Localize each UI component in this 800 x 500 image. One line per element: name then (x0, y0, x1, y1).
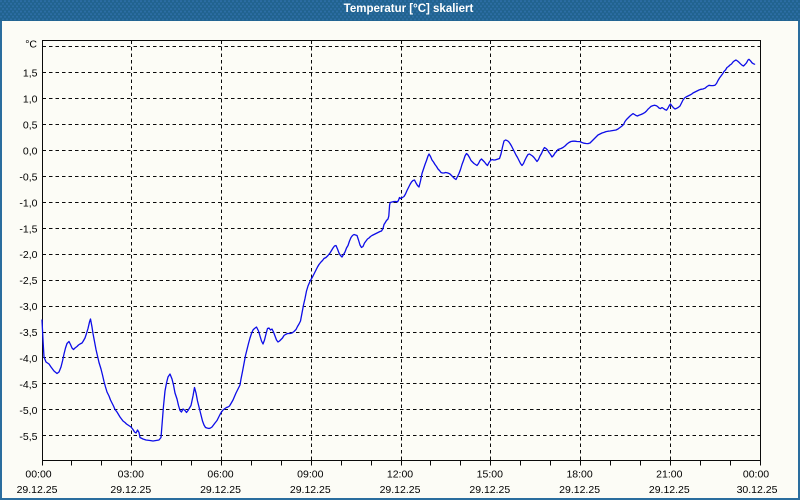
svg-text:-5,0: -5,0 (19, 405, 37, 417)
svg-text:-3,5: -3,5 (19, 327, 37, 339)
svg-text:06:00: 06:00 (207, 469, 233, 481)
svg-text:12:00: 12:00 (387, 469, 413, 481)
svg-text:-2,0: -2,0 (19, 249, 37, 261)
svg-text:29.12.25: 29.12.25 (469, 484, 510, 496)
svg-text:0,5: 0,5 (23, 120, 38, 132)
svg-text:-3,0: -3,0 (19, 301, 37, 313)
svg-text:03:00: 03:00 (118, 469, 144, 481)
svg-text:1,5: 1,5 (23, 68, 38, 80)
svg-text:00:00: 00:00 (743, 469, 769, 481)
svg-text:29.12.25: 29.12.25 (559, 484, 600, 496)
svg-text:29.12.25: 29.12.25 (380, 484, 421, 496)
svg-text:-0,5: -0,5 (19, 171, 37, 183)
svg-text:-4,0: -4,0 (19, 353, 37, 365)
svg-text:09:00: 09:00 (297, 469, 323, 481)
svg-text:29.12.25: 29.12.25 (200, 484, 241, 496)
svg-text:15:00: 15:00 (477, 469, 503, 481)
svg-text:29.12.25: 29.12.25 (110, 484, 151, 496)
svg-text:1,0: 1,0 (23, 94, 38, 106)
svg-text:29.12.25: 29.12.25 (17, 484, 58, 496)
svg-text:18:00: 18:00 (566, 469, 592, 481)
svg-text:-4,5: -4,5 (19, 379, 37, 391)
svg-text:0,0: 0,0 (23, 146, 38, 158)
svg-text:-1,0: -1,0 (19, 197, 37, 209)
svg-text:29.12.25: 29.12.25 (290, 484, 331, 496)
svg-text:°C: °C (25, 39, 37, 51)
svg-text:21:00: 21:00 (656, 469, 682, 481)
svg-text:-1,5: -1,5 (19, 223, 37, 235)
svg-text:-5,5: -5,5 (19, 431, 37, 443)
svg-text:00:00: 00:00 (25, 469, 51, 481)
svg-text:29.12.25: 29.12.25 (649, 484, 690, 496)
svg-text:30.12.25: 30.12.25 (737, 484, 778, 496)
svg-text:-2,5: -2,5 (19, 275, 37, 287)
